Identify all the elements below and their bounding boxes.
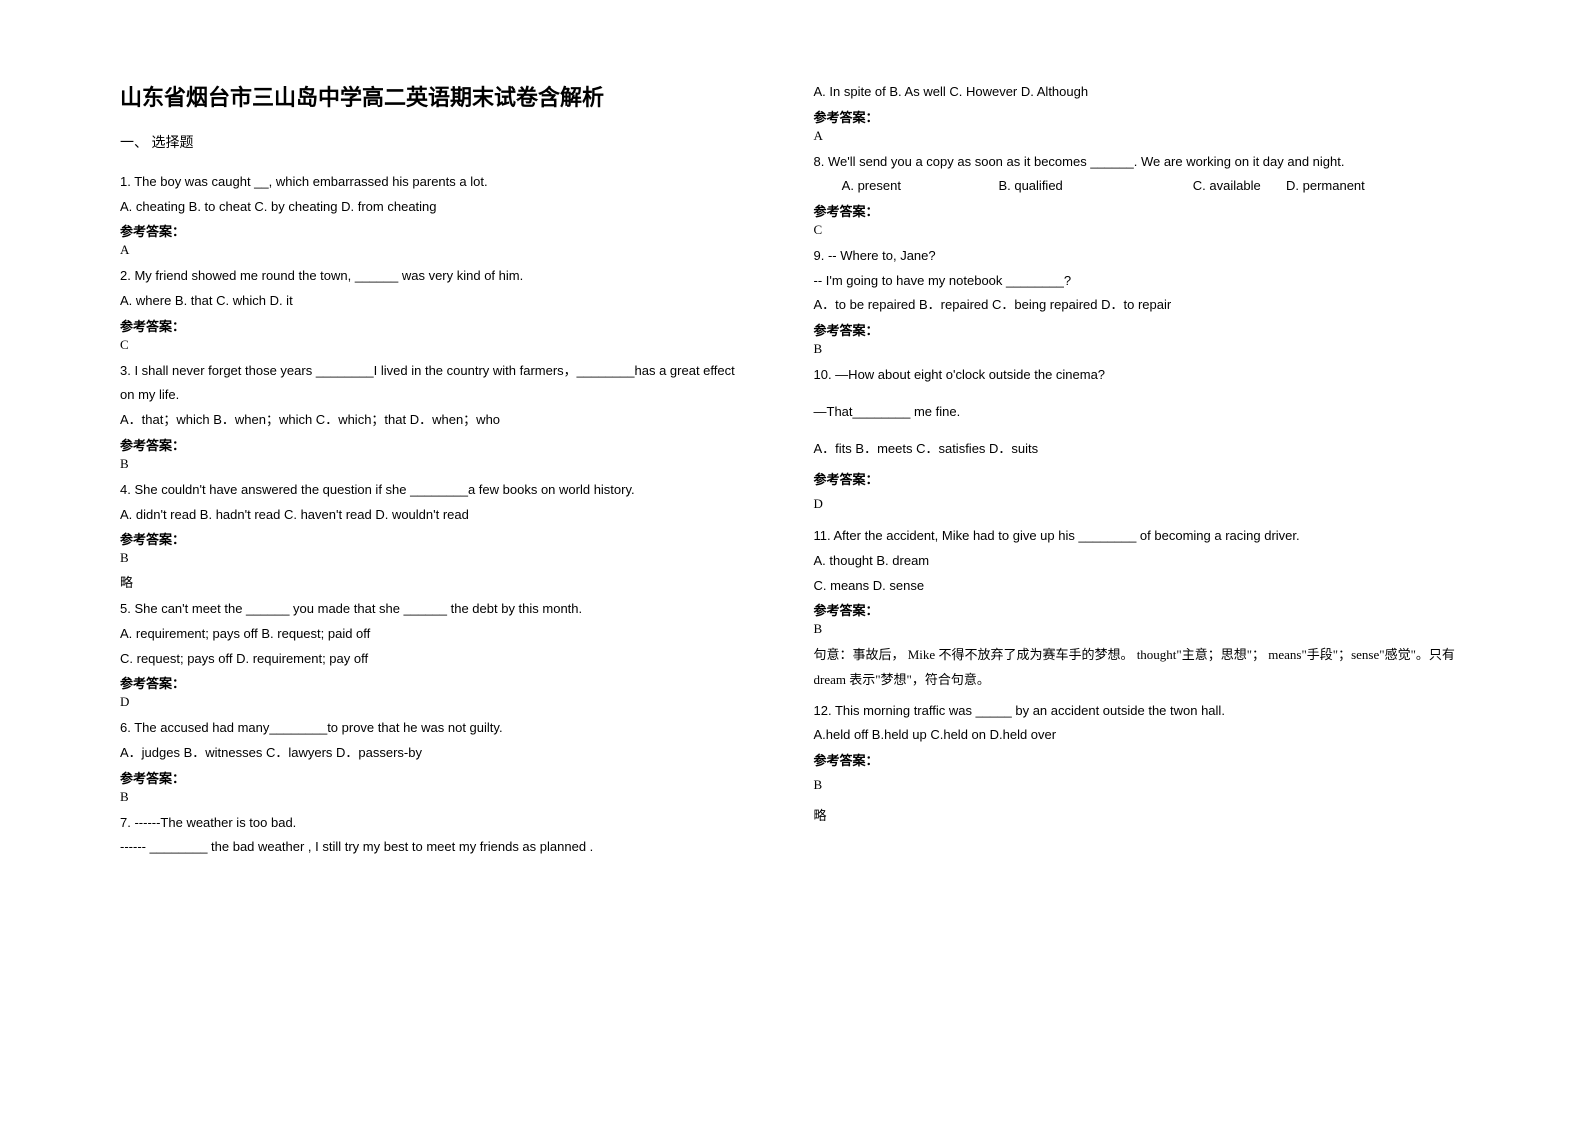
q12-answer-label: 参考答案： <box>814 750 1468 769</box>
q12-answer: B <box>814 777 1468 793</box>
question-3: 3. I shall never forget those years ____… <box>120 359 774 472</box>
q9-text2: -- I'm going to have my notebook _______… <box>814 269 1468 294</box>
q5-text: 5. She can't meet the ______ you made th… <box>120 597 774 622</box>
question-7-end: A. In spite of B. As well C. However D. … <box>814 80 1468 144</box>
q5-options2: C. request; pays off D. requirement; pay… <box>120 647 774 672</box>
q5-answer-label: 参考答案： <box>120 673 774 692</box>
q4-answer-label: 参考答案： <box>120 529 774 548</box>
q8-answer: C <box>814 222 1468 238</box>
q2-options: A. where B. that C. which D. it <box>120 289 774 314</box>
q2-answer: C <box>120 337 774 353</box>
main-title: 山东省烟台市三山岛中学高二英语期末试卷含解析 <box>120 80 774 112</box>
question-10: 10. —How about eight o'clock outside the… <box>814 363 1468 512</box>
q3-answer: B <box>120 456 774 472</box>
q11-text: 11. After the accident, Mike had to give… <box>814 524 1468 549</box>
q7-answer-label: 参考答案： <box>814 107 1468 126</box>
question-1: 1. The boy was caught __, which embarras… <box>120 170 774 258</box>
q3-text1: 3. I shall never forget those years ____… <box>120 359 774 384</box>
q8-answer-label: 参考答案： <box>814 201 1468 220</box>
q10-options: A．fits B．meets C．satisfies D．suits <box>814 437 1468 462</box>
q10-text1: 10. —How about eight o'clock outside the… <box>814 363 1468 388</box>
question-9: 9. -- Where to, Jane? -- I'm going to ha… <box>814 244 1468 357</box>
q1-answer: A <box>120 242 774 258</box>
q5-options1: A. requirement; pays off B. request; pai… <box>120 622 774 647</box>
question-5: 5. She can't meet the ______ you made th… <box>120 597 774 710</box>
q7-text1: 7. ------The weather is too bad. <box>120 811 774 836</box>
q9-answer: B <box>814 341 1468 357</box>
q4-text: 4. She couldn't have answered the questi… <box>120 478 774 503</box>
q3-options: A．that；which B．when；which C．which；that D… <box>120 408 774 433</box>
q8-options: A. present B. qualified C. available D. … <box>814 174 1468 199</box>
q11-answer: B <box>814 621 1468 637</box>
question-8: 8. We'll send you a copy as soon as it b… <box>814 150 1468 238</box>
q3-answer-label: 参考答案： <box>120 435 774 454</box>
q9-options: A．to be repaired B．repaired C．being repa… <box>814 293 1468 318</box>
q10-answer-label: 参考答案： <box>814 469 1468 488</box>
q11-options2: C. means D. sense <box>814 574 1468 599</box>
q12-options: A.held off B.held up C.held on D.held ov… <box>814 723 1468 748</box>
q1-answer-label: 参考答案： <box>120 221 774 240</box>
q7-text2: ------ ________ the bad weather , I stil… <box>120 835 774 860</box>
q9-answer-label: 参考答案： <box>814 320 1468 339</box>
section-header: 一、 选择题 <box>120 132 774 152</box>
q6-text: 6. The accused had many________to prove … <box>120 716 774 741</box>
q10-answer: D <box>814 496 1468 512</box>
q9-text1: 9. -- Where to, Jane? <box>814 244 1468 269</box>
question-2: 2. My friend showed me round the town, _… <box>120 264 774 352</box>
q7-answer: A <box>814 128 1468 144</box>
q4-note: 略 <box>120 572 774 591</box>
q2-text: 2. My friend showed me round the town, _… <box>120 264 774 289</box>
q8-text: 8. We'll send you a copy as soon as it b… <box>814 150 1468 175</box>
q6-answer-label: 参考答案： <box>120 768 774 787</box>
left-column: 山东省烟台市三山岛中学高二英语期末试卷含解析 一、 选择题 1. The boy… <box>100 80 794 1082</box>
q1-text: 1. The boy was caught __, which embarras… <box>120 170 774 195</box>
q6-options: A．judges B．witnesses C．lawyers D．passers… <box>120 741 774 766</box>
q3-text2: on my life. <box>120 383 774 408</box>
q10-text2: —That________ me fine. <box>814 400 1468 425</box>
q11-answer-label: 参考答案： <box>814 600 1468 619</box>
q4-options: A. didn't read B. hadn't read C. haven't… <box>120 503 774 528</box>
q4-answer: B <box>120 550 774 566</box>
q6-answer: B <box>120 789 774 805</box>
question-11: 11. After the accident, Mike had to give… <box>814 524 1468 692</box>
q2-answer-label: 参考答案： <box>120 316 774 335</box>
q12-note: 略 <box>814 805 1468 824</box>
q7-options: A. In spite of B. As well C. However D. … <box>814 80 1468 105</box>
question-6: 6. The accused had many________to prove … <box>120 716 774 804</box>
q12-text: 12. This morning traffic was _____ by an… <box>814 699 1468 724</box>
question-7-start: 7. ------The weather is too bad. ------ … <box>120 811 774 860</box>
question-12: 12. This morning traffic was _____ by an… <box>814 699 1468 824</box>
q11-explanation: 句意：事故后， Mike 不得不放弃了成为赛车手的梦想。 thought"主意；… <box>814 643 1468 692</box>
q1-options: A. cheating B. to cheat C. by cheating D… <box>120 195 774 220</box>
q5-answer: D <box>120 694 774 710</box>
right-column: A. In spite of B. As well C. However D. … <box>794 80 1488 1082</box>
q11-options1: A. thought B. dream <box>814 549 1468 574</box>
question-4: 4. She couldn't have answered the questi… <box>120 478 774 591</box>
